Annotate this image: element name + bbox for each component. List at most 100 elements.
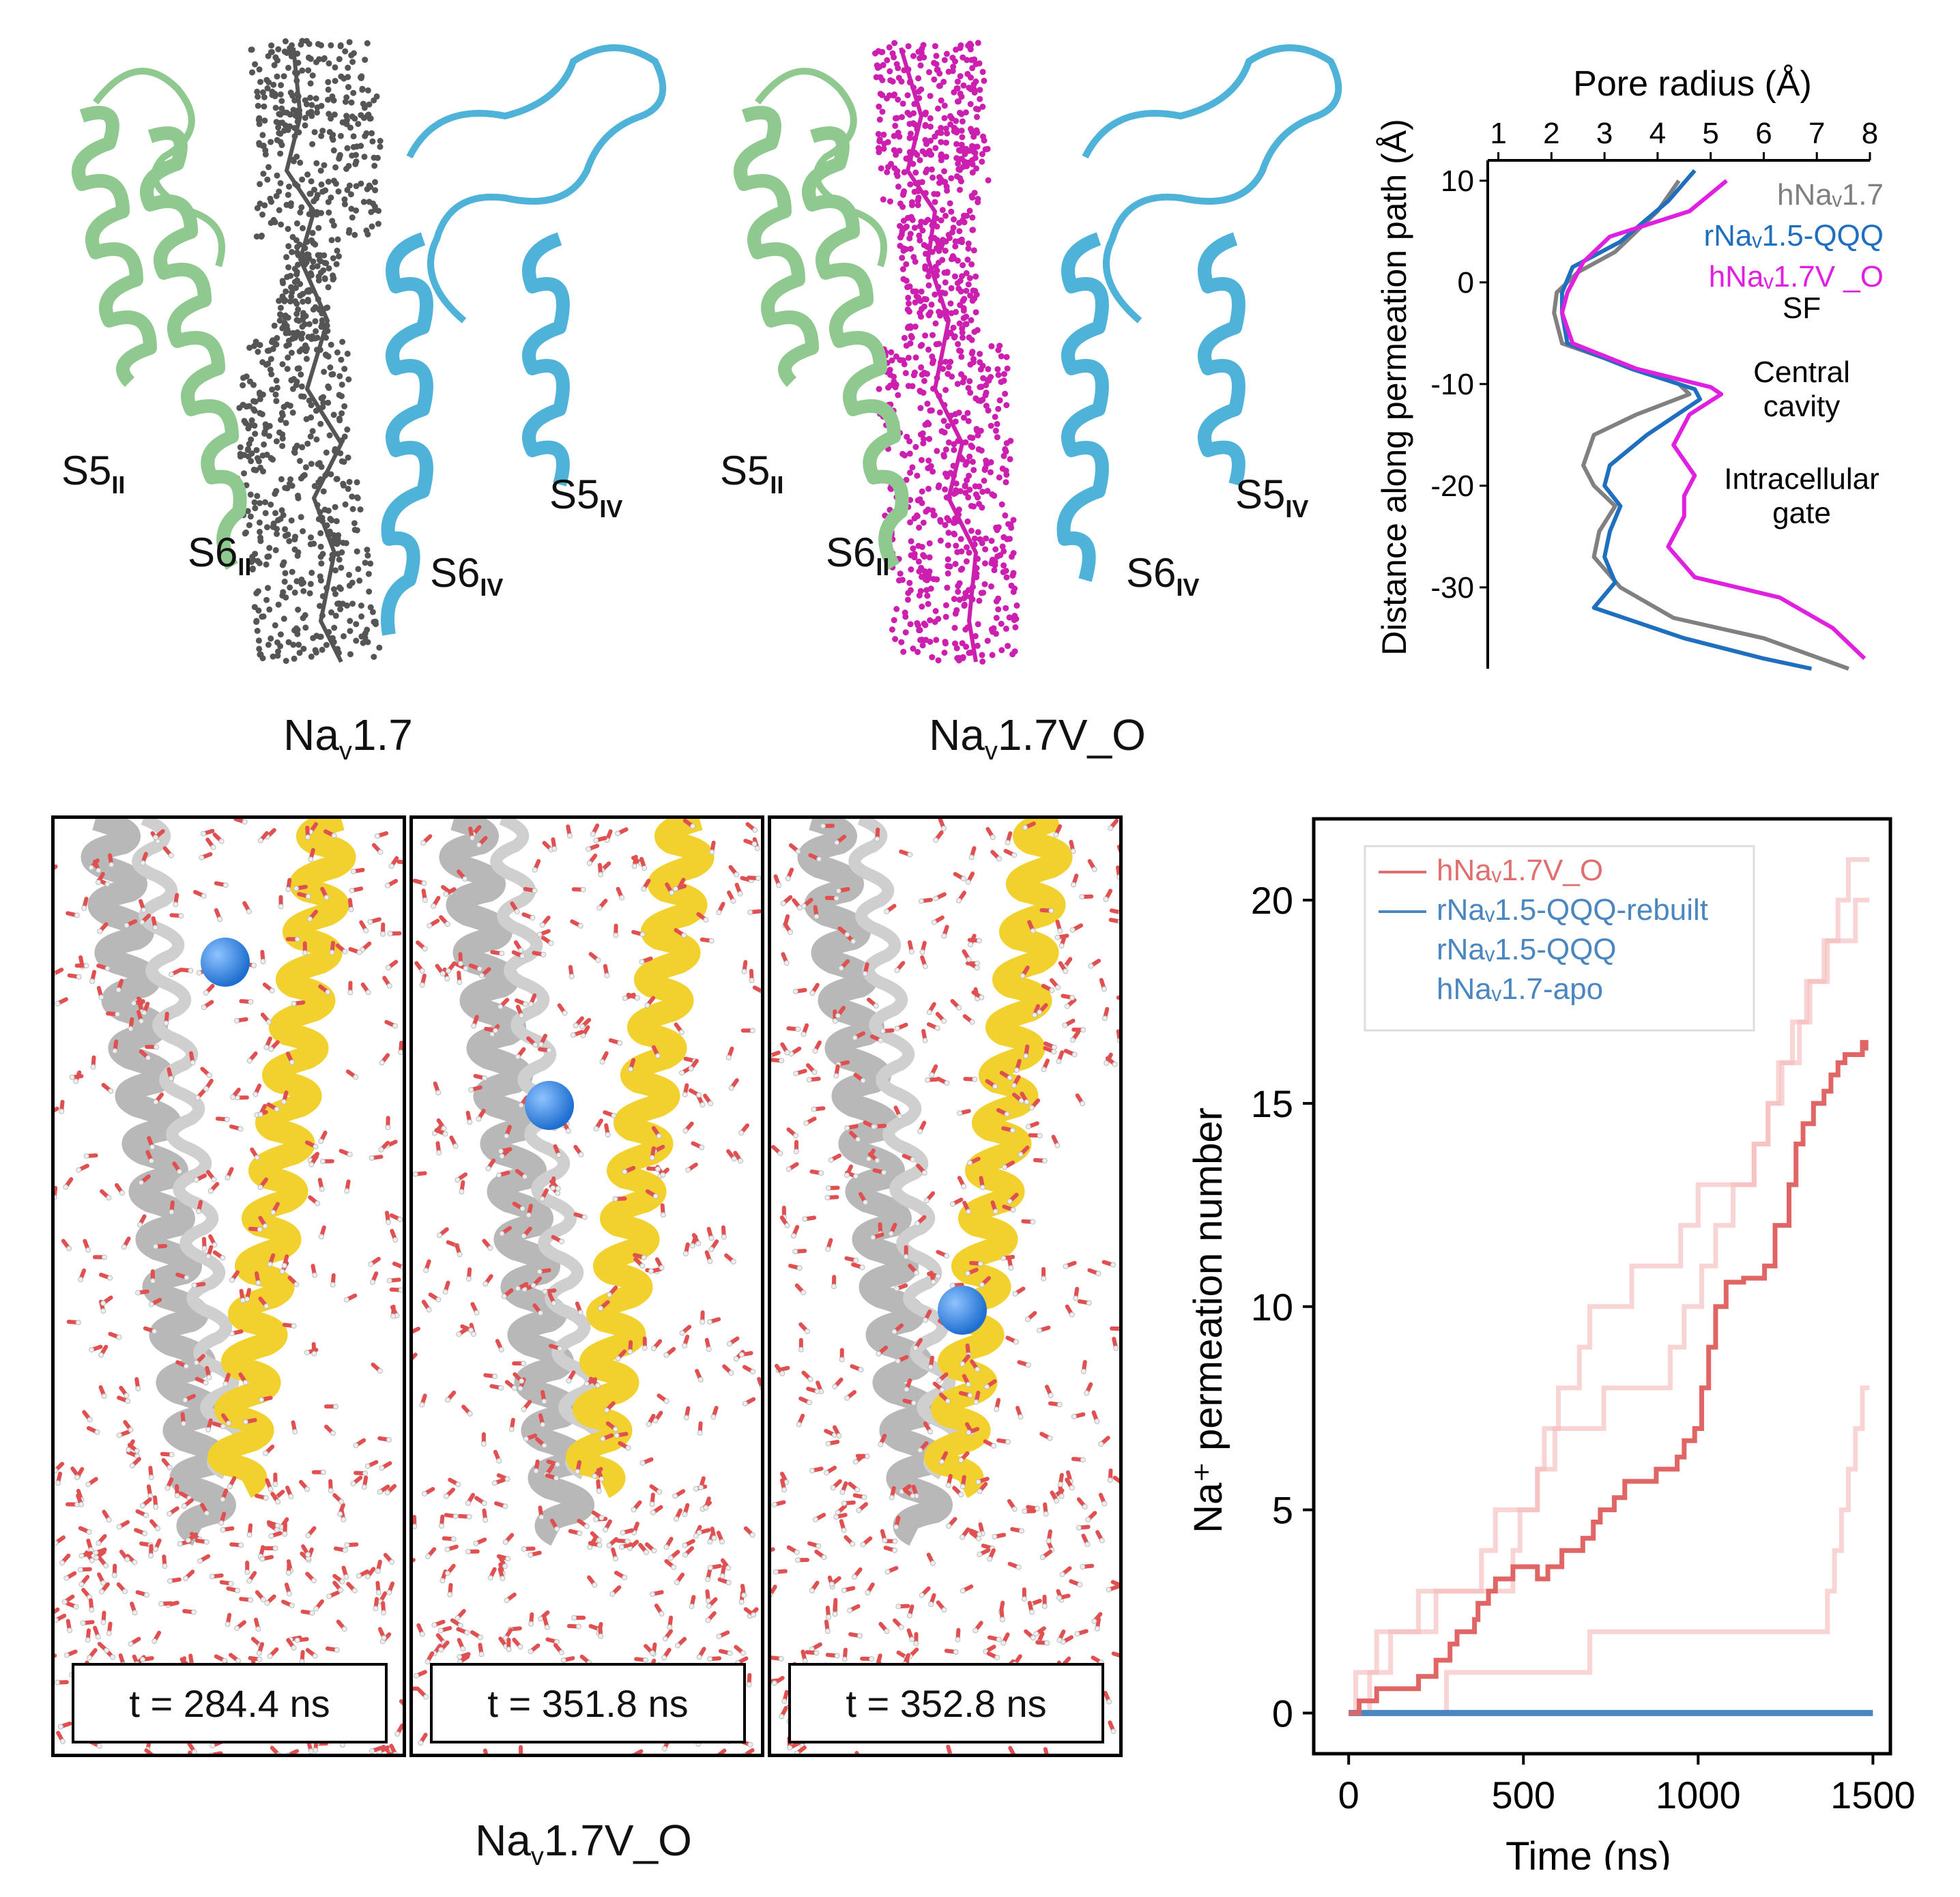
water-hydrogen [707,1565,713,1571]
water-hydrogen [663,1544,669,1550]
pore-dot [971,535,978,542]
pore-dot [907,621,914,628]
pore-dot [281,578,288,585]
pore-dot [293,578,300,585]
pore-dot [902,629,909,636]
water-hydrogen [708,1101,714,1107]
water-hydrogen [825,1440,831,1447]
water-hydrogen [427,923,433,929]
water-hydrogen [194,1095,201,1101]
pore-dot [968,442,975,449]
water-hydrogen [369,1748,375,1754]
water-hydrogen [860,1077,866,1084]
pore-dot [257,528,263,535]
water-hydrogen [536,931,543,938]
pore-dot [932,291,938,298]
water-hydrogen [977,1260,983,1266]
pore-dot [308,569,315,576]
water-hydrogen [192,1749,197,1754]
pore-dot [960,164,966,170]
pore-dot [349,493,356,500]
pore-dot [364,639,371,646]
pore-dot [899,100,906,107]
pore-dot [359,85,366,92]
pore-dot [932,43,938,50]
pore-dot [979,158,985,165]
water-hydrogen [517,1644,523,1650]
water-hydrogen [1011,852,1018,858]
pore-dot [998,620,1005,627]
water-hydrogen [1086,1300,1092,1306]
pore-dot [967,390,974,396]
pore-dot [915,88,922,95]
pore-dot [941,102,948,109]
pore-dot [347,618,354,624]
pore-dot [276,317,283,324]
pore-dot [257,342,263,349]
water-hydrogen [682,1251,689,1257]
water-hydrogen [710,1414,717,1420]
water-hydrogen [1028,1105,1035,1111]
water-hydrogen [926,1009,932,1015]
pore-dot [332,612,339,619]
water-hydrogen [994,1406,1000,1413]
pore-dot [996,343,1003,349]
water-hydrogen [135,1290,141,1296]
water-hydrogen [831,1284,837,1290]
pore-dot [956,320,963,327]
water-hydrogen [279,1269,285,1275]
water-hydrogen [438,1647,444,1653]
pore-dot [287,584,293,591]
pore-dot [240,401,246,408]
water-hydrogen [750,1369,756,1375]
pore-dot [917,405,924,411]
x-tick-label: 3 [1596,117,1613,150]
water-hydrogen [228,1580,234,1587]
x-tick-label: 1 [1490,117,1506,150]
water-hydrogen [1004,1111,1010,1117]
water-hydrogen [941,933,947,939]
pore-dot [914,649,921,655]
water-molecule [771,1547,775,1552]
pore-dot [338,381,345,388]
pore-dot [963,593,970,600]
pore-dot [966,549,972,556]
pore-dot [998,353,1005,360]
water-hydrogen [760,1385,761,1391]
water-hydrogen [771,1680,777,1686]
water-hydrogen [844,931,850,938]
water-hydrogen [85,1637,91,1643]
water-hydrogen [426,1307,432,1313]
pore-dot [925,457,932,464]
pore-dot [921,377,927,384]
pore-dot [343,166,349,172]
pore-dot [996,397,1003,404]
pore-dot [295,495,302,502]
water-hydrogen [460,1646,466,1652]
pore-dot [952,243,959,250]
water-hydrogen [779,1713,785,1720]
water-hydrogen [706,1319,712,1325]
water-hydrogen [1063,1263,1069,1269]
water-hydrogen [177,1168,182,1174]
pore-dot [953,46,960,53]
pore-dot [945,422,951,429]
water-hydrogen [1080,1368,1086,1374]
water-hydrogen [96,867,102,873]
water-hydrogen [592,1473,597,1479]
pore-dot [279,435,286,442]
water-hydrogen [919,1592,925,1598]
water-hydrogen [101,1393,107,1399]
water-hydrogen [969,1019,975,1025]
pore-dot [917,588,924,594]
water-hydrogen [737,890,743,897]
water-hydrogen [330,1430,336,1436]
water-hydrogen [259,1397,264,1403]
pore-dot [931,76,938,83]
label-s6-ii-left: S6II [188,530,252,581]
water-hydrogen [431,1622,437,1628]
pore-dot [364,547,371,553]
water-hydrogen [338,1498,345,1505]
water-hydrogen [164,1485,171,1491]
pore-dot [325,199,332,205]
